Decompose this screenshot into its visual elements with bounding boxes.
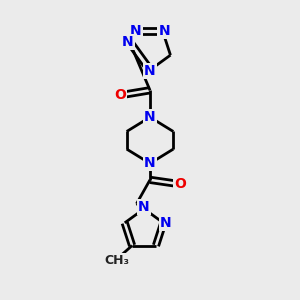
Text: N: N — [130, 24, 142, 38]
Text: N: N — [144, 110, 156, 124]
Text: N: N — [144, 156, 156, 170]
Text: CH₃: CH₃ — [105, 254, 130, 267]
Text: N: N — [138, 200, 150, 214]
Text: O: O — [114, 88, 126, 102]
Text: N: N — [122, 35, 134, 49]
Text: N: N — [158, 24, 170, 38]
Text: N: N — [144, 64, 156, 79]
Text: N: N — [160, 216, 171, 230]
Text: O: O — [174, 177, 186, 191]
